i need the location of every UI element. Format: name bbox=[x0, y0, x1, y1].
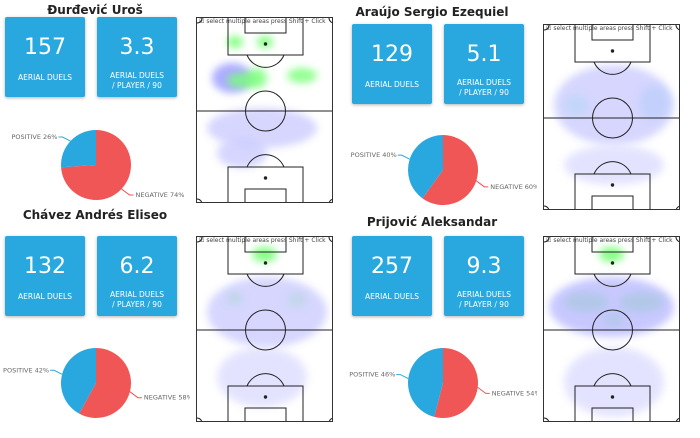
heatmap-pitch[interactable]: ☑ select multiple areas press Shift + Cl… bbox=[196, 236, 333, 422]
aerial-duels-value: 157 bbox=[24, 35, 66, 60]
heatmap-spot bbox=[207, 277, 327, 347]
heatmap-spot bbox=[217, 138, 267, 168]
aerial-duels-p90-value: 6.2 bbox=[119, 254, 155, 279]
pitch-lines bbox=[197, 237, 332, 421]
positive-label: POSITIVE 26% bbox=[11, 133, 57, 141]
aerial-duels-p90-card: 6.2 AERIAL DUELS / PLAYER / 90 bbox=[97, 236, 177, 316]
aerial-duels-p90-label: AERIAL DUELS / PLAYER / 90 bbox=[457, 290, 511, 309]
checkbox-icon[interactable]: ☑ bbox=[199, 18, 205, 25]
aerial-duels-card: 157 AERIAL DUELS bbox=[5, 17, 85, 97]
negative-label: NEGATIVE 54% bbox=[492, 389, 537, 397]
player-name: Araújo Sergio Ezequiel bbox=[355, 5, 509, 19]
negative-label: NEGATIVE 60% bbox=[490, 183, 537, 191]
aerial-duels-p90-label: AERIAL DUELS / PLAYER / 90 bbox=[457, 78, 511, 97]
heatmap-spot bbox=[554, 65, 674, 145]
aerial-duels-label: AERIAL DUELS bbox=[18, 73, 72, 82]
player-name: Đurđević Uroš bbox=[47, 3, 143, 17]
aerial-duels-p90-value: 5.1 bbox=[466, 42, 502, 67]
pie-slice-negative[interactable] bbox=[422, 135, 478, 205]
aerial-duels-p90-label: AERIAL DUELS / PLAYER / 90 bbox=[110, 71, 164, 90]
aerial-duels-p90-card: 5.1 AERIAL DUELS / PLAYER / 90 bbox=[444, 24, 524, 104]
negative-connector bbox=[129, 391, 142, 399]
player-panel: Prijović Aleksandar 257 AERIAL DUELS 9.3 A… bbox=[347, 215, 692, 438]
heatmap-spot bbox=[227, 36, 243, 48]
negative-label: NEGATIVE 74% bbox=[136, 191, 185, 199]
negative-connector bbox=[121, 188, 134, 196]
positive-connector bbox=[396, 374, 409, 380]
player-name: Chávez Andrés Eliseo bbox=[22, 208, 168, 222]
duels-pie-chart: POSITIVE 26% NEGATIVE 74% bbox=[11, 130, 185, 200]
aerial-duels-p90-value: 3.3 bbox=[119, 35, 155, 60]
checkbox-icon[interactable]: ☑ bbox=[546, 25, 552, 32]
multi-select-hint[interactable]: ☑ select multiple areas press Shift + Cl… bbox=[546, 237, 673, 244]
pie-slice-negative[interactable] bbox=[434, 348, 478, 418]
heatmap-pitch[interactable]: ☑ select multiple areas press Shift + Cl… bbox=[543, 24, 680, 210]
negative-connector bbox=[475, 180, 489, 188]
aerial-duels-value: 132 bbox=[24, 254, 66, 279]
player-panel: Araújo Sergio Ezequiel 129 AERIAL DUELS 5… bbox=[347, 0, 692, 219]
hint-text: select multiple areas press Shift + Clic… bbox=[553, 237, 673, 244]
heatmap-pitch[interactable]: ☑ select multiple areas press Shift + Cl… bbox=[196, 17, 333, 203]
heatmap-spot bbox=[257, 36, 273, 48]
positive-label: POSITIVE 46% bbox=[349, 371, 395, 379]
heatmap-spot bbox=[287, 68, 317, 83]
duels-pie-chart: POSITIVE 46% NEGATIVE 54% bbox=[349, 348, 537, 418]
aerial-duels-p90-value: 9.3 bbox=[466, 254, 502, 279]
aerial-duels-value: 129 bbox=[371, 42, 413, 67]
player-panel: Chávez Andrés Eliseo 132 AERIAL DUELS 6.2… bbox=[0, 208, 345, 438]
positive-label: POSITIVE 40% bbox=[351, 151, 397, 159]
negative-label: NEGATIVE 58% bbox=[144, 394, 190, 402]
pie-slice-positive[interactable] bbox=[408, 135, 443, 199]
pitch-lines bbox=[544, 237, 679, 421]
pie-slice-positive[interactable] bbox=[408, 348, 443, 417]
aerial-duels-card: 132 AERIAL DUELS bbox=[5, 236, 85, 316]
pie-slice-positive[interactable] bbox=[61, 348, 96, 414]
player-name: Prijović Aleksandar bbox=[366, 215, 498, 229]
positive-connector bbox=[397, 154, 410, 160]
aerial-duels-card: 257 AERIAL DUELS bbox=[352, 236, 432, 316]
hint-text: select multiple areas press Shift + Clic… bbox=[206, 18, 326, 25]
aerial-duels-p90-card: 9.3 AERIAL DUELS / PLAYER / 90 bbox=[444, 236, 524, 316]
heatmap-spot bbox=[247, 68, 267, 88]
multi-select-hint[interactable]: ☑ select multiple areas press Shift + Cl… bbox=[199, 237, 326, 244]
pie-slice-negative[interactable] bbox=[79, 348, 131, 418]
aerial-duels-label: AERIAL DUELS bbox=[365, 80, 419, 89]
heatmap-spot bbox=[564, 347, 664, 417]
aerial-duels-label: AERIAL DUELS bbox=[18, 292, 72, 301]
checkbox-icon[interactable]: ☑ bbox=[199, 237, 205, 244]
duels-pie-chart: POSITIVE 40% NEGATIVE 60% bbox=[351, 135, 537, 205]
checkbox-icon[interactable]: ☑ bbox=[546, 237, 552, 244]
player-panel: Đurđević Uroš 157 AERIAL DUELS 3.3 AERIAL … bbox=[0, 0, 345, 219]
hint-text: select multiple areas press Shift + Clic… bbox=[553, 25, 673, 32]
heatmap-spot bbox=[564, 145, 664, 185]
positive-label: POSITIVE 42% bbox=[3, 366, 49, 374]
aerial-duels-p90-label: AERIAL DUELS / PLAYER / 90 bbox=[110, 290, 164, 309]
pitch-lines bbox=[197, 18, 332, 202]
negative-connector bbox=[477, 386, 490, 394]
heatmap-spot bbox=[252, 247, 277, 262]
positive-connector bbox=[50, 369, 63, 375]
pie-slice-positive[interactable] bbox=[61, 130, 96, 168]
hint-text: select multiple areas press Shift + Clic… bbox=[206, 237, 326, 244]
multi-select-hint[interactable]: ☑ select multiple areas press Shift + Cl… bbox=[546, 25, 673, 32]
heatmap-spot bbox=[217, 347, 307, 407]
heatmap-spot bbox=[549, 277, 674, 337]
aerial-duels-label: AERIAL DUELS bbox=[365, 292, 419, 301]
duels-pie-chart: POSITIVE 42% NEGATIVE 58% bbox=[3, 348, 190, 418]
heatmap-pitch[interactable]: ☑ select multiple areas press Shift + Cl… bbox=[543, 236, 680, 422]
aerial-duels-value: 257 bbox=[371, 254, 413, 279]
positive-connector bbox=[58, 136, 71, 142]
pitch-lines bbox=[544, 25, 679, 209]
pie-slice-negative[interactable] bbox=[61, 130, 132, 200]
multi-select-hint[interactable]: ☑ select multiple areas press Shift + Cl… bbox=[199, 18, 326, 25]
heatmap-spot bbox=[599, 247, 624, 262]
aerial-duels-card: 129 AERIAL DUELS bbox=[352, 24, 432, 104]
aerial-duels-p90-card: 3.3 AERIAL DUELS / PLAYER / 90 bbox=[97, 17, 177, 97]
